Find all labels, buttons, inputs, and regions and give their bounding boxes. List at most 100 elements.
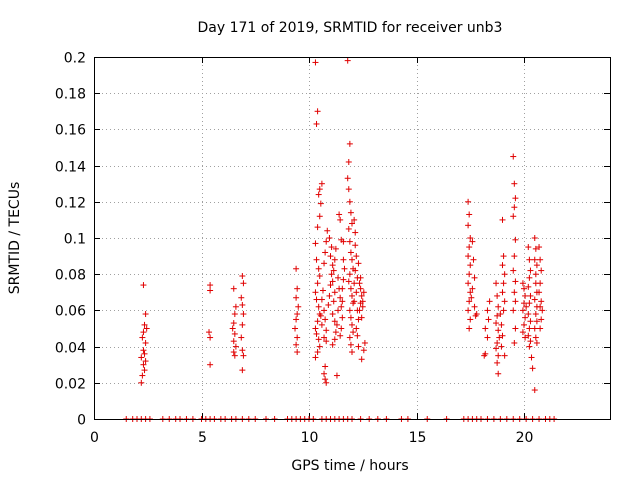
x-tick-label: 0 [90,430,99,446]
data-point [493,320,500,327]
data-point [341,265,348,272]
data-point [323,338,330,345]
data-point [527,338,534,345]
data-point [318,296,325,303]
data-point [356,307,363,314]
y-axis-label: SRMTID / TECUs [7,182,23,295]
data-point [349,292,355,299]
data-point [510,307,517,314]
data-point [350,329,357,336]
data-point [356,280,363,287]
data-point [293,316,300,323]
data-point [329,278,336,285]
data-point [313,330,320,337]
data-point [333,372,340,379]
data-point [339,314,346,321]
data-point [353,325,360,332]
data-point [499,289,506,296]
data-point [360,289,367,296]
x-axis-label: GPS time / hours [291,458,408,474]
data-point [533,318,540,325]
data-point [497,311,504,318]
data-point [316,213,323,220]
y-tick-label: 0.02 [55,377,86,393]
data-point [355,260,362,267]
data-point [338,325,345,332]
data-point [494,339,501,346]
data-point [495,352,502,359]
data-point [336,211,343,218]
data-point [142,311,149,318]
data-point [512,298,519,305]
data-point [349,321,355,328]
data-point [531,325,538,332]
data-point [340,238,347,245]
data-point [531,235,538,241]
data-point [467,289,474,296]
data-point [140,329,147,336]
y-tick-label: 0.2 [64,51,86,67]
data-point [314,349,321,356]
data-point [538,298,545,305]
data-point [142,339,149,346]
data-point [207,282,214,289]
data-point [315,191,322,198]
data-point [339,285,346,292]
data-point [322,376,329,383]
data-point [532,311,539,318]
data-point [345,158,352,165]
data-point [526,274,533,281]
data-point [466,244,473,251]
data-point [317,312,324,319]
data-point [481,352,488,359]
data-point [344,57,351,64]
data-point [527,318,534,325]
data-point [466,271,473,278]
data-point [357,285,364,292]
data-point [537,256,544,263]
data-point [531,296,538,303]
data-point [470,256,477,263]
data-point [358,356,365,363]
data-point [522,334,529,341]
data-point [239,367,246,374]
data-point [314,280,321,287]
y-tick-label: 0.04 [55,341,86,357]
data-point [292,325,299,332]
data-point [312,240,319,247]
data-point [346,198,353,205]
data-point [238,334,245,341]
data-point [351,216,358,223]
data-point [359,298,366,305]
data-point [466,325,473,332]
data-point [465,253,472,260]
data-point [527,267,534,274]
data-point [238,294,245,301]
data-point [532,271,539,278]
data-point [499,216,506,223]
x-tick-label: 5 [198,430,207,446]
data-point [354,332,361,339]
data-point [327,253,334,260]
data-point [349,220,355,227]
data-point [240,280,247,287]
data-point [140,282,147,289]
data-point [230,285,237,292]
data-point [346,307,353,314]
data-point [510,213,517,220]
data-point [512,278,519,285]
data-point [511,253,518,260]
data-point [347,314,354,321]
data-point [359,303,366,310]
data-point [353,289,360,296]
data-point [327,282,334,289]
data-point [138,354,145,361]
data-point [329,341,336,348]
data-point [321,307,328,314]
data-point [331,289,338,296]
data-point [501,271,508,278]
data-point [537,303,544,310]
y-tick-label: 0.08 [55,268,86,284]
data-point [346,238,353,245]
